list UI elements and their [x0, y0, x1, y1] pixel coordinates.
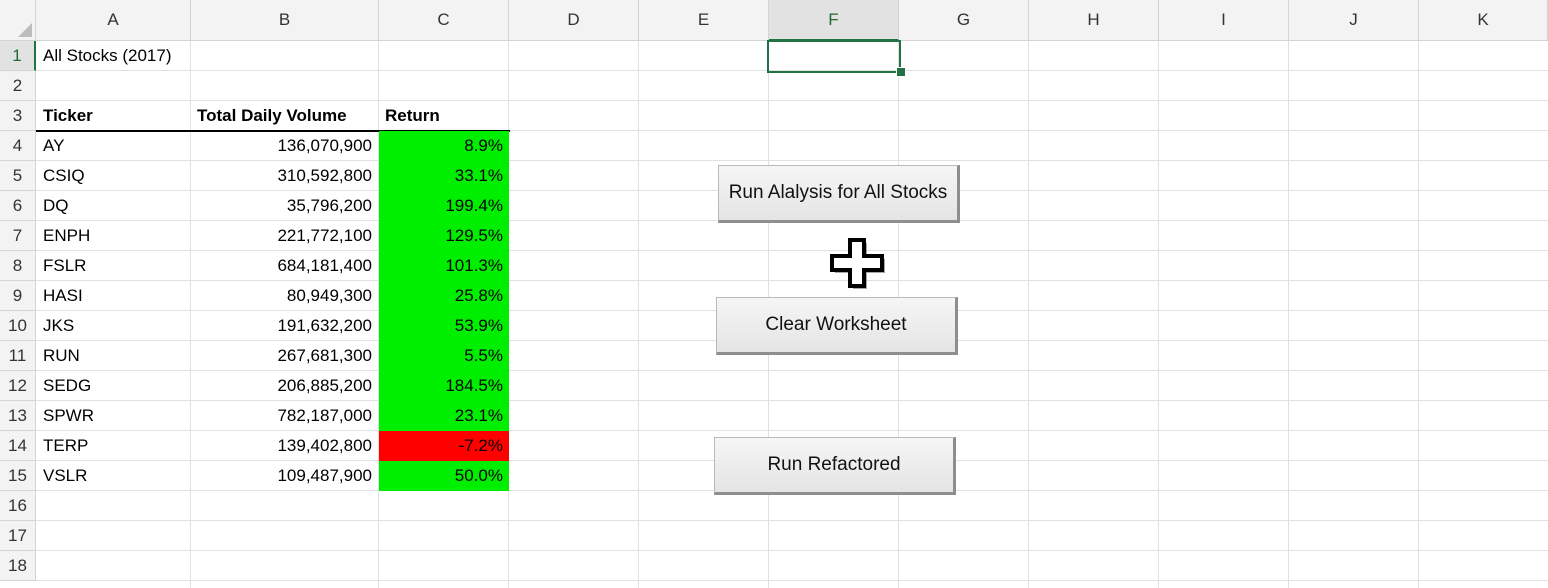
gridline — [378, 41, 379, 588]
volume-cell[interactable]: 191,632,200 — [277, 316, 372, 335]
return-cell[interactable]: -7.2% — [379, 431, 509, 461]
ticker-cell[interactable]: FSLR — [43, 256, 87, 275]
row-header-5[interactable]: 5 — [0, 161, 36, 191]
return-cell[interactable]: 53.9% — [379, 311, 509, 341]
return-cell[interactable]: 101.3% — [379, 251, 509, 281]
gridline — [36, 370, 1548, 371]
header-return[interactable]: Return — [385, 106, 440, 125]
row-header-14[interactable]: 14 — [0, 431, 36, 461]
row-header-16[interactable]: 16 — [0, 491, 36, 521]
run-refactored-button[interactable]: Run Refactored — [714, 437, 956, 495]
row-header-6[interactable]: 6 — [0, 191, 36, 221]
gridline — [1418, 41, 1419, 588]
return-cell[interactable]: 5.5% — [379, 341, 509, 371]
ticker-cell[interactable]: HASI — [43, 286, 83, 305]
volume-cell[interactable]: 35,796,200 — [286, 196, 372, 215]
crosshair-plus-icon — [830, 238, 885, 289]
volume-cell[interactable]: 206,885,200 — [277, 376, 372, 395]
gridline — [1028, 41, 1029, 588]
gridline — [638, 41, 639, 588]
ticker-cell[interactable]: SPWR — [43, 406, 94, 425]
row-header-13[interactable]: 13 — [0, 401, 36, 431]
gridline — [1158, 41, 1159, 588]
volume-cell[interactable]: 139,402,800 — [277, 436, 372, 455]
return-cell[interactable]: 129.5% — [379, 221, 509, 251]
volume-cell[interactable]: 267,681,300 — [277, 346, 372, 365]
gridline — [1288, 41, 1289, 588]
return-cell[interactable]: 199.4% — [379, 191, 509, 221]
clear-worksheet-button[interactable]: Clear Worksheet — [716, 297, 958, 355]
volume-cell[interactable]: 221,772,100 — [277, 226, 372, 245]
gridline — [36, 580, 1548, 581]
gridline — [190, 41, 191, 588]
header-total-daily-volume[interactable]: Total Daily Volume — [197, 106, 347, 125]
column-header-h[interactable]: H — [1029, 0, 1159, 41]
ticker-cell[interactable]: DQ — [43, 196, 69, 215]
row-header-4[interactable]: 4 — [0, 131, 36, 161]
select-all-triangle-icon — [18, 23, 32, 37]
row-header-3[interactable]: 3 — [0, 101, 36, 131]
ticker-cell[interactable]: JKS — [43, 316, 75, 335]
ticker-cell[interactable]: TERP — [43, 436, 89, 455]
ticker-cell[interactable]: RUN — [43, 346, 80, 365]
gridline — [36, 70, 1548, 71]
ticker-cell[interactable]: CSIQ — [43, 166, 85, 185]
return-cell[interactable]: 23.1% — [379, 401, 509, 431]
return-cell[interactable]: 25.8% — [379, 281, 509, 311]
row-header-2[interactable]: 2 — [0, 71, 36, 101]
gridline — [36, 250, 1548, 251]
volume-cell[interactable]: 136,070,900 — [277, 136, 372, 155]
column-header-k[interactable]: K — [1419, 0, 1548, 41]
row-header-11[interactable]: 11 — [0, 341, 36, 371]
header-border — [36, 130, 510, 132]
ticker-cell[interactable]: SEDG — [43, 376, 92, 395]
row-header-10[interactable]: 10 — [0, 311, 36, 341]
ticker-cell[interactable]: ENPH — [43, 226, 91, 245]
return-cell[interactable]: 50.0% — [379, 461, 509, 491]
gridline — [36, 430, 1548, 431]
row-header-9[interactable]: 9 — [0, 281, 36, 311]
gridline — [36, 400, 1548, 401]
fill-handle[interactable] — [896, 67, 906, 77]
gridline — [36, 280, 1548, 281]
gridline — [36, 160, 1548, 161]
row-header-18[interactable]: 18 — [0, 551, 36, 581]
gridline — [36, 130, 1548, 131]
column-header-f[interactable]: F — [769, 0, 899, 41]
ticker-cell[interactable]: AY — [43, 136, 65, 155]
row-header-12[interactable]: 12 — [0, 371, 36, 401]
gridline — [36, 520, 1548, 521]
column-header-e[interactable]: E — [639, 0, 769, 41]
header-ticker[interactable]: Ticker — [43, 106, 93, 125]
row-header-1[interactable]: 1 — [0, 41, 36, 71]
row-header-7[interactable]: 7 — [0, 221, 36, 251]
gridline — [36, 550, 1548, 551]
sheet-title-cell[interactable]: All Stocks (2017) — [43, 46, 172, 65]
volume-cell[interactable]: 310,592,800 — [277, 166, 372, 185]
ticker-cell[interactable]: VSLR — [43, 466, 88, 485]
volume-cell[interactable]: 109,487,900 — [277, 466, 372, 485]
column-header-d[interactable]: D — [509, 0, 639, 41]
volume-cell[interactable]: 782,187,000 — [277, 406, 372, 425]
gridline — [36, 100, 1548, 101]
column-header-c[interactable]: C — [379, 0, 509, 41]
select-all-corner[interactable] — [0, 0, 36, 41]
column-header-b[interactable]: B — [191, 0, 379, 41]
run-analysis-button[interactable]: Run Alalysis for All Stocks — [718, 165, 960, 223]
volume-cell[interactable]: 80,949,300 — [286, 286, 372, 305]
row-header-17[interactable]: 17 — [0, 521, 36, 551]
row-header-8[interactable]: 8 — [0, 251, 36, 281]
column-header-i[interactable]: I — [1159, 0, 1289, 41]
return-cell[interactable]: 184.5% — [379, 371, 509, 401]
return-cell[interactable]: 8.9% — [379, 131, 509, 161]
column-header-g[interactable]: G — [899, 0, 1029, 41]
volume-cell[interactable]: 684,181,400 — [277, 256, 372, 275]
active-cell-selection[interactable] — [767, 40, 901, 73]
return-cell[interactable]: 33.1% — [379, 161, 509, 191]
column-header-j[interactable]: J — [1289, 0, 1419, 41]
row-header-15[interactable]: 15 — [0, 461, 36, 491]
column-header-a[interactable]: A — [36, 0, 191, 41]
